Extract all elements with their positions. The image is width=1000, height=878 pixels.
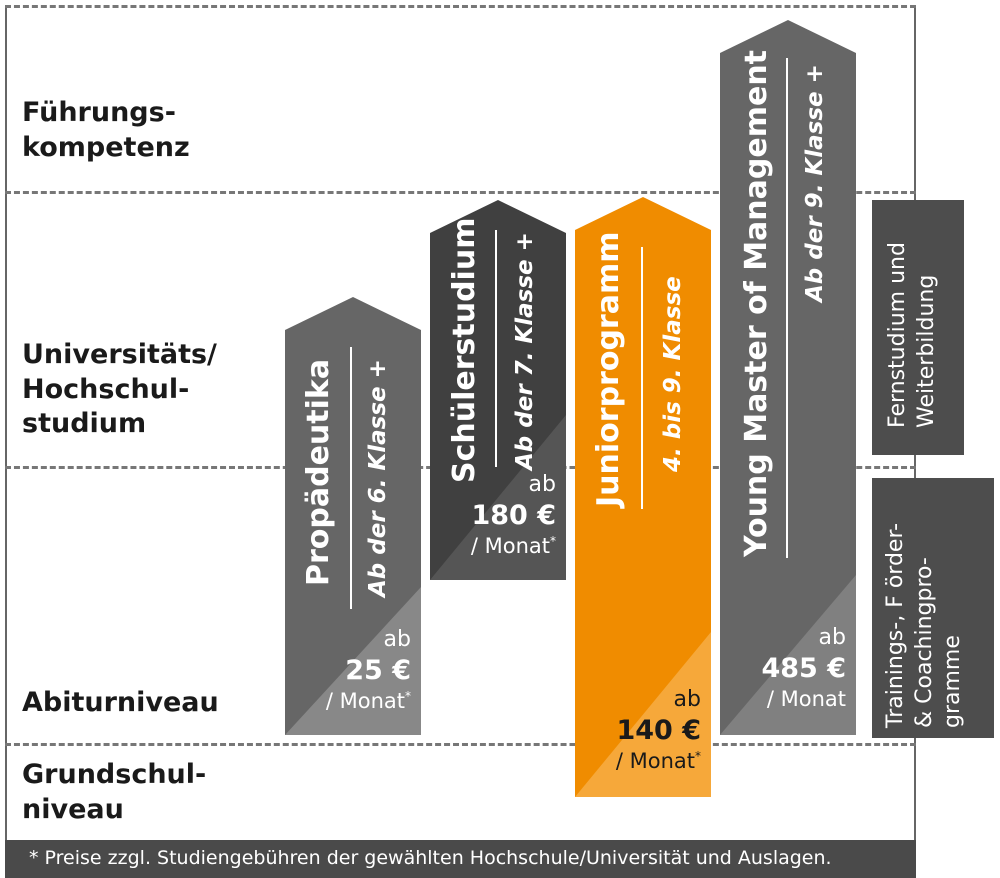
price-block: ab 25 € / Monat*: [326, 627, 411, 716]
program-grade: Ab der 7. Klasse +: [512, 232, 538, 470]
program-title: Propädeutika: [301, 358, 336, 586]
level-label-universitaet: Universitäts/ Hochschul- studium: [22, 339, 217, 440]
price-amount: 485 €: [761, 653, 846, 685]
program-grade: Ab der 9. Klasse +: [802, 64, 828, 302]
price-unit: / Monat*: [615, 749, 701, 774]
price-amount: 140 €: [616, 715, 701, 747]
price-unit: / Monat*: [325, 689, 411, 714]
level-divider-fuehrung: [5, 191, 916, 194]
program-title: Young Master of Management: [739, 49, 774, 557]
program-arrow-juniorprogramm: Juniorprogramm 4. bis 9. Klasse ab 140 €…: [575, 197, 711, 797]
price-prefix: ab: [673, 687, 701, 712]
divider-line: [495, 230, 497, 467]
footnote: * Preise zzgl. Studiengebühren der gewäh…: [5, 840, 916, 878]
price-corner: [575, 197, 711, 797]
divider-line: [786, 58, 788, 558]
price-corner: [430, 200, 566, 580]
price-prefix: ab: [818, 625, 846, 650]
price-corner: [285, 297, 421, 735]
price-block: ab 180 € / Monat*: [471, 472, 556, 561]
program-grade: 4. bis 9. Klasse: [660, 276, 686, 472]
price-prefix: ab: [383, 627, 411, 652]
level-divider-abitur: [5, 743, 916, 746]
level-label-fuehrungskompetenz: Führungs- kompetenz: [22, 97, 190, 163]
program-arrow-propaedeutika: Propädeutika Ab der 6. Klasse + ab 25 € …: [285, 297, 421, 735]
price-amount: 25 €: [345, 655, 411, 687]
divider-line: [350, 347, 352, 609]
price-amount: 180 €: [471, 500, 556, 532]
divider-line: [641, 247, 643, 509]
program-title: Juniorprogramm: [591, 231, 626, 507]
price-prefix: ab: [528, 472, 556, 497]
side-box-trainings: Trainings-, F örder- & Coachingpro- gram…: [872, 478, 994, 738]
level-label-grundschulniveau: Grundschul- niveau: [22, 759, 207, 825]
price-block: ab 485 € / Monat: [761, 625, 846, 714]
level-divider-top: [5, 5, 916, 8]
program-title: Schülerstudium: [447, 217, 482, 483]
price-block: ab 140 € / Monat*: [616, 687, 701, 776]
side-box-fernstudium: Fernstudium und Weiterbildung: [872, 200, 964, 455]
side-box-label: Trainings-, F örder- & Coachingpro- gram…: [883, 522, 966, 728]
price-unit: / Monat*: [470, 534, 556, 559]
price-corner: [720, 20, 856, 735]
program-arrow-schuelerstudium: Schülerstudium Ab der 7. Klasse + ab 180…: [430, 200, 566, 580]
program-arrow-young-master: Young Master of Management Ab der 9. Kla…: [720, 20, 856, 735]
program-grade: Ab der 6. Klasse +: [365, 359, 391, 597]
side-box-label: Fernstudium und Weiterbildung: [885, 242, 939, 428]
price-unit: / Monat: [766, 687, 846, 712]
level-label-abiturniveau: Abiturniveau: [22, 687, 219, 718]
